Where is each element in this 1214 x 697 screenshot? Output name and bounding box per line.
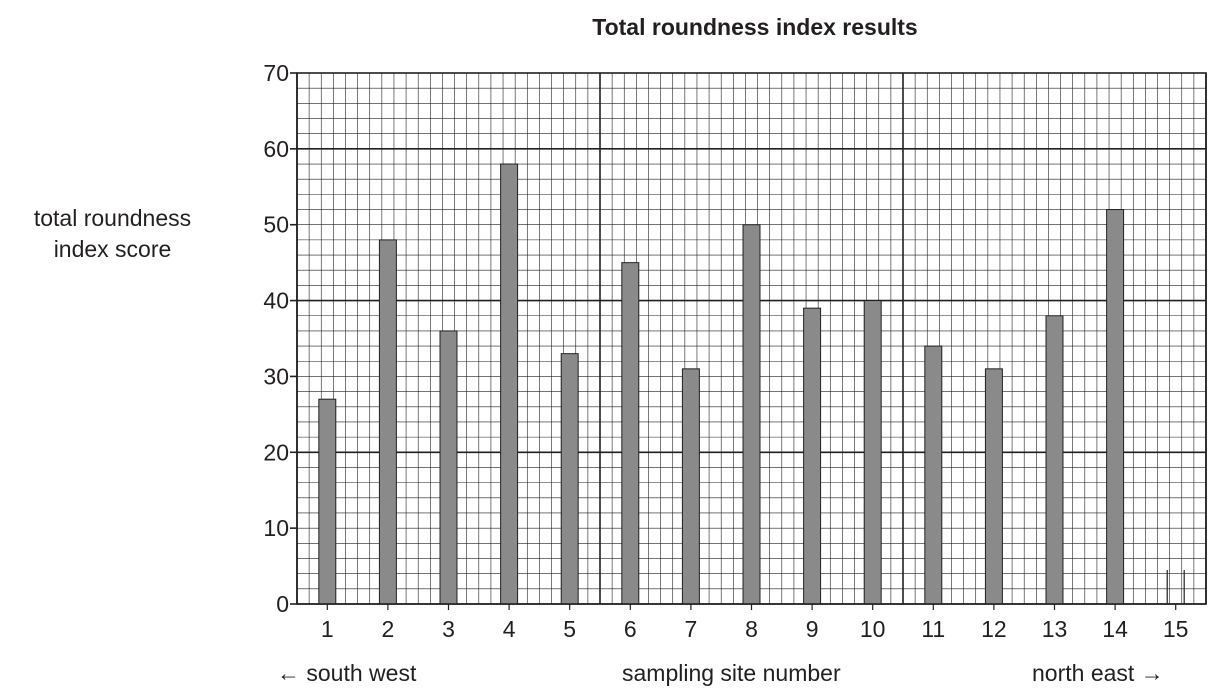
bar-site-3 <box>439 330 458 605</box>
bar-site-9 <box>803 307 822 605</box>
bar-site-4 <box>500 163 519 605</box>
x-direction-north-east: north east → <box>1032 660 1164 686</box>
x-axis-label: sampling site number <box>622 660 841 686</box>
x-tick-label: 15 <box>1163 616 1189 642</box>
bar-site-7 <box>681 368 700 605</box>
x-tick-label: 2 <box>382 616 395 642</box>
bar-site-1 <box>318 398 337 605</box>
y-tick-label: 40 <box>263 288 289 314</box>
axes <box>290 72 1207 610</box>
bar-site-11 <box>924 345 943 605</box>
bar-site-8 <box>742 224 761 605</box>
bar-site-12 <box>984 368 1003 605</box>
y-tick-label: 0 <box>276 591 289 617</box>
x-direction-south-west: ← south west <box>277 660 417 686</box>
x-tick-labels: 1 2 3 4 5 6 7 8 9 10 11 12 13 14 15 <box>321 616 1189 642</box>
x-tick-label: 4 <box>503 616 516 642</box>
x-tick-label: 8 <box>745 616 758 642</box>
y-tick-label: 50 <box>263 212 289 238</box>
y-tick-label: 30 <box>263 363 289 389</box>
x-tick-label: 9 <box>806 616 819 642</box>
bars <box>318 163 1185 605</box>
x-tick-label: 14 <box>1102 616 1128 642</box>
y-tick-label: 60 <box>263 136 289 162</box>
y-tick-label: 20 <box>263 439 289 465</box>
x-tick-label: 6 <box>624 616 637 642</box>
y-axis-label-line-2: index score <box>53 236 172 262</box>
x-tick-label: 13 <box>1042 616 1068 642</box>
y-axis-label: total roundness index score <box>0 203 225 265</box>
x-tick-label: 5 <box>563 616 576 642</box>
y-tick-label: 10 <box>263 515 289 541</box>
x-tick-label: 12 <box>981 616 1007 642</box>
y-tick-labels: 0 10 20 30 40 50 60 70 <box>263 60 289 617</box>
x-tick-label: 10 <box>860 616 886 642</box>
y-axis-label-line-1: total roundness <box>33 205 192 231</box>
x-tick-label: 11 <box>921 616 945 642</box>
x-tick-label: 3 <box>442 616 455 642</box>
bar-site-10 <box>863 300 882 605</box>
x-tick-label: 7 <box>685 616 698 642</box>
bar-site-13 <box>1045 315 1064 605</box>
y-tick-label: 70 <box>263 60 289 86</box>
x-tick-label: 1 <box>321 616 334 642</box>
bar-site-5 <box>560 353 579 605</box>
chart-title: Total roundness index results <box>592 14 918 40</box>
bar-site-6 <box>621 262 640 605</box>
bar-site-2 <box>378 239 397 605</box>
bar-site-14 <box>1106 209 1125 605</box>
